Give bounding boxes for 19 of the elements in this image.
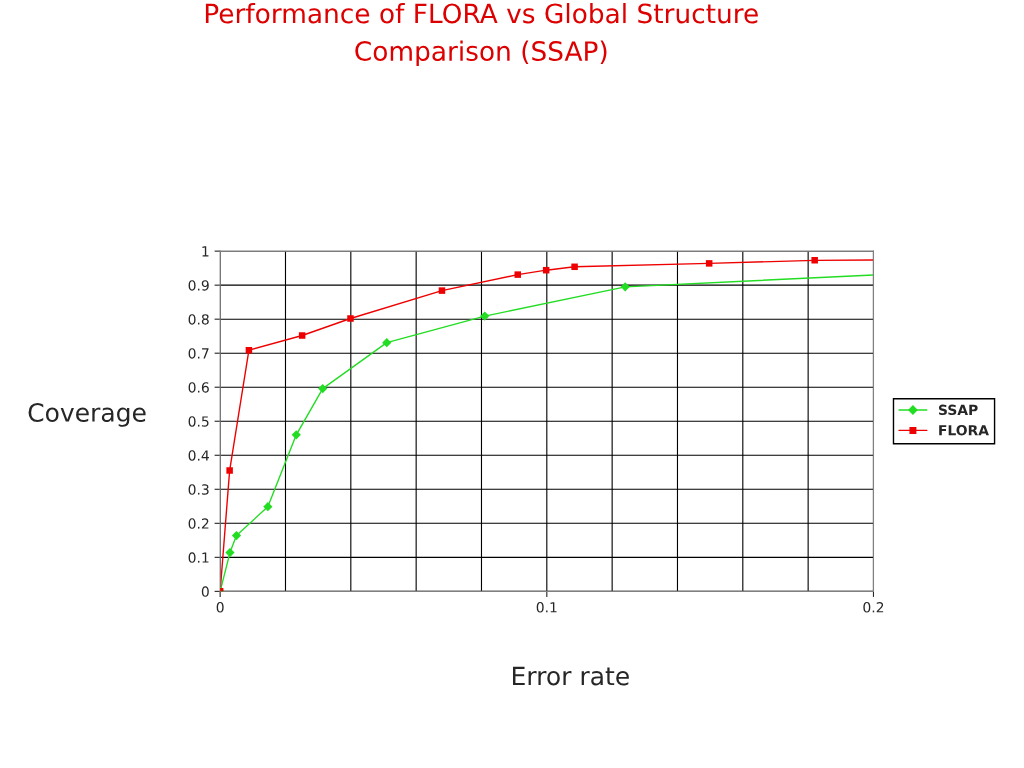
y-tick-label: 1 [202,246,209,257]
y-tick-label: 0.1 [188,552,209,563]
legend-label: FLORA [939,424,989,436]
y-tick-label: 0.7 [188,348,209,359]
y-tick-label: 0.6 [188,382,209,393]
legend-label: SSAP [938,404,978,416]
y-tick-label: 0.3 [188,484,209,495]
y-tick-label: 0 [201,586,209,597]
chart-title: Performance of FLORA vs Global Structure Comparison (SSAP) [205,3,758,67]
x-tick-label: 0 [216,602,224,613]
x-tick-label: 0.2 [863,602,884,613]
x-tick-label: 0.1 [536,602,557,613]
y-axis-title: Coverage [28,403,146,427]
y-tick-label: 0.5 [188,416,209,427]
y-tick-label: 0.2 [188,518,209,529]
y-tick-label: 0.4 [188,450,209,461]
x-axis-title: Error rate [512,666,629,686]
y-tick-label: 0.9 [188,280,209,291]
y-tick-label: 0.8 [188,314,209,325]
